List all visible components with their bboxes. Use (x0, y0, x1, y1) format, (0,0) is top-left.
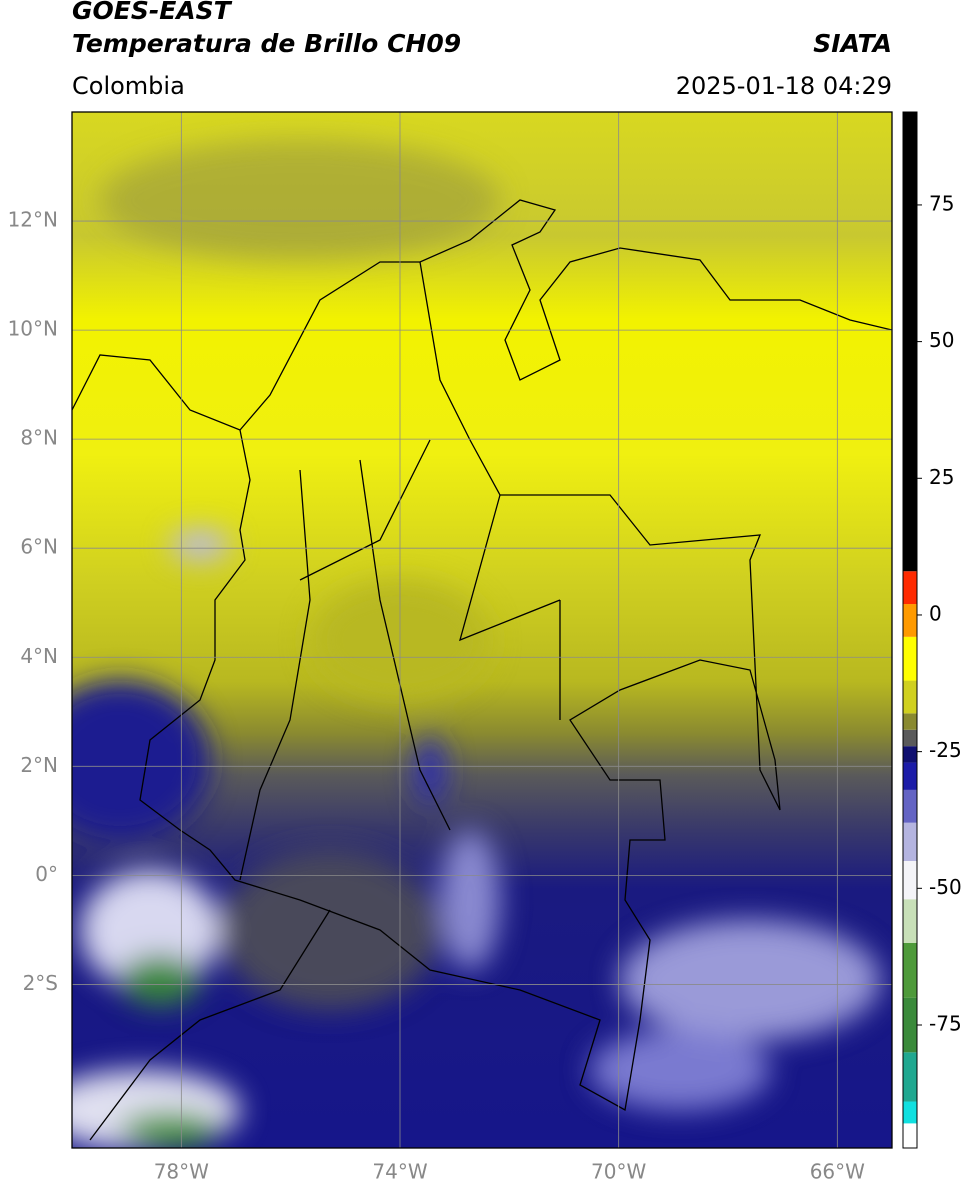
lat-tick-label: 2°N (20, 753, 58, 777)
colorbar-segment (903, 942, 917, 998)
colorbar-segment (903, 571, 917, 605)
colorbar-tick-label: -75 (929, 1011, 962, 1035)
lat-tick-label: 2°S (23, 971, 58, 995)
product: Temperatura de Brillo CH09 (72, 29, 461, 58)
colorbar-segment (903, 729, 917, 747)
satellite-image (72, 112, 892, 1148)
lat-tick-label: 8°N (20, 426, 58, 450)
colorbar-segment (903, 1052, 917, 1102)
colorbar-segment (903, 713, 917, 730)
lon-tick-label: 74°W (372, 1160, 427, 1184)
colorbar-segment (903, 1123, 917, 1148)
colorbar-segment (903, 762, 917, 790)
satellite: GOES-EAST (72, 0, 233, 25)
lat-tick-label: 12°N (8, 208, 58, 232)
lat-tick-label: 4°N (20, 644, 58, 668)
colorbar-segment (903, 1101, 917, 1124)
colorbar-segment (903, 899, 917, 943)
region: Colombia (72, 72, 185, 100)
colorbar-tick-label: 25 (929, 465, 954, 489)
colorbar-segment (903, 746, 917, 763)
colorbar-segment (903, 604, 917, 637)
lat-tick-label: 10°N (8, 317, 58, 341)
colorbar-tick-label: -50 (929, 875, 962, 899)
colorbar-segment (903, 789, 917, 823)
map-frame (71, 111, 893, 1149)
lon-tick-label: 78°W (154, 1160, 209, 1184)
colorbar-tick-label: 75 (929, 191, 954, 215)
colorbar-segment (903, 822, 917, 861)
colorbar-segment (903, 680, 917, 714)
colorbar-segment (903, 636, 917, 681)
lat-tick-label: 6°N (20, 535, 58, 559)
colorbar-segment (903, 997, 917, 1053)
colorbar-tick-label: -25 (929, 738, 962, 762)
colorbar-tick-label: 50 (929, 328, 954, 352)
timestamp: 2025-01-18 04:29 (676, 72, 892, 100)
lat-tick-label: 0° (35, 862, 58, 886)
source: SIATA (813, 29, 892, 58)
lon-tick-label: 70°W (591, 1160, 646, 1184)
lon-tick-label: 66°W (810, 1160, 865, 1184)
colorbar-tick-label: 0 (929, 601, 942, 625)
colorbar-segment (903, 112, 917, 572)
colorbar-frame (902, 111, 918, 1149)
colorbar-segment (903, 860, 917, 900)
